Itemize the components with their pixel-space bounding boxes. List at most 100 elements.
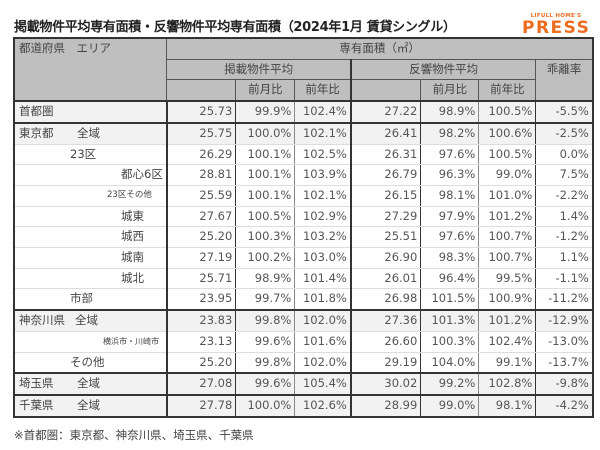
divergence-cell: 0.0% [535,144,594,166]
table-row: 千葉県 全域 27.78 100.0% 102.6% 28.99 99.0% 98.1% -4.… [13,393,594,418]
response-yoy-cell: 102.8% [478,372,537,396]
table-row: 城北 25.71 98.9% 101.4% 26.01 96.4% 99.5% -1.1% [13,268,594,290]
header-floor-area: 専有面積（㎡） [166,36,594,60]
area-cell: 千葉県 全域 [13,393,168,418]
area-cell: 城北 [13,268,168,290]
divergence-cell: 1.1% [535,247,594,269]
listed-value-cell: 25.75 [166,121,237,145]
divergence-cell: -1.1% [535,268,594,290]
listed-yoy-cell: 105.4% [294,372,352,396]
response-value-cell: 26.60 [350,331,422,353]
table-row: 東京都 全域 25.75 100.0% 102.1% 26.41 98.2% 100.6% -2… [13,121,594,145]
response-yoy-cell: 100.7% [478,247,537,269]
listed-value-cell: 23.13 [166,331,237,353]
header-listed-average: 掲載物件平均 [166,58,352,81]
listed-yoy-cell: 102.5% [294,144,352,166]
response-value-cell: 26.79 [350,164,422,186]
listed-value-cell: 26.29 [166,144,237,166]
area-cell: 都心6区 [13,164,168,186]
header-response-yoy: 前年比 [478,79,537,102]
divergence-cell: -1.2% [535,226,594,249]
response-mom-cell: 101.3% [420,309,480,332]
response-value-cell: 28.99 [350,393,422,418]
logo-big-text: PRESS [522,18,591,38]
divergence-cell: -13.7% [535,352,594,374]
listed-value-cell: 27.08 [166,372,237,396]
listed-mom-cell: 100.5% [235,206,296,228]
area-cell: 埼玉県 全域 [13,372,168,396]
area-cell: 城西 [13,226,168,249]
response-mom-cell: 99.0% [420,393,480,418]
header-area: 都道府県 エリア [13,36,168,102]
response-yoy-cell: 101.0% [478,185,537,207]
header-listed-mom: 前月比 [235,79,296,102]
listed-value-cell: 25.20 [166,352,237,374]
listed-yoy-cell: 102.4% [294,100,352,124]
response-mom-cell: 98.9% [420,100,480,124]
response-value-cell: 26.90 [350,247,422,269]
response-yoy-cell: 101.2% [478,206,537,228]
divergence-cell: -2.5% [535,121,594,145]
area-label: 全域 [77,397,100,412]
header-divergence: 乖離率 [535,58,594,102]
area-cell: 神奈川県 全域 [13,309,168,332]
table-row: 首都圏 25.73 99.9% 102.4% 27.22 98.9% 100.5% -5.5% [13,100,594,124]
response-mom-cell: 98.3% [420,247,480,269]
listed-mom-cell: 100.1% [235,164,296,186]
response-yoy-cell: 100.5% [478,144,537,166]
area-cell: 23区その他 [13,185,168,207]
logo-small-text: LIFULL HOME'S [530,13,582,19]
divergence-cell: -11.2% [535,288,594,311]
response-yoy-cell: 100.6% [478,121,537,145]
prefecture-label: 東京都 [19,125,54,140]
page-title: 掲載物件平均専有面積・反響物件平均専有面積（2024年1月 賃貸シングル） [14,20,456,35]
header-response-value-blank [350,79,422,102]
response-value-cell: 27.36 [350,309,422,332]
response-mom-cell: 97.6% [420,144,480,166]
listed-yoy-cell: 102.6% [294,393,352,418]
listed-value-cell: 25.71 [166,268,237,290]
area-cell: 首都圏 [13,100,168,124]
listed-mom-cell: 99.8% [235,352,296,374]
area-cell: 城東 [13,206,168,228]
listed-value-cell: 28.81 [166,164,237,186]
table-row: 都心6区 28.81 100.1% 103.9% 26.79 96.3% 99.0% 7.5% [13,164,594,186]
listed-yoy-cell: 103.0% [294,247,352,269]
header-response-average: 反響物件平均 [350,58,537,81]
response-value-cell: 26.31 [350,144,422,166]
listed-mom-cell: 98.9% [235,268,296,290]
footnote: ※首都圏：東京都、神奈川県、埼玉県、千葉県 [14,428,254,442]
divergence-cell: -5.5% [535,100,594,124]
response-mom-cell: 97.9% [420,206,480,228]
table-row: 城東 27.67 100.5% 102.9% 27.29 97.9% 101.2% 1.4% [13,206,594,228]
header-listed-yoy: 前年比 [294,79,352,102]
listed-yoy-cell: 103.2% [294,226,352,249]
response-mom-cell: 98.2% [420,121,480,145]
table-row: 城西 25.20 100.3% 103.2% 25.51 97.6% 100.7% -1.2% [13,226,594,249]
lifull-homes-press-logo: LIFULL HOME'S PRESS [522,13,590,37]
listed-mom-cell: 99.6% [235,372,296,396]
listed-yoy-cell: 102.1% [294,185,352,207]
listed-mom-cell: 99.6% [235,331,296,353]
response-value-cell: 26.15 [350,185,422,207]
header-listed-value-blank [166,79,237,102]
area-cell: 市部 [13,288,168,311]
response-mom-cell: 99.2% [420,372,480,396]
response-value-cell: 26.98 [350,288,422,311]
area-label: 全域 [75,313,98,328]
divergence-cell: -13.0% [535,331,594,353]
listed-mom-cell: 99.9% [235,100,296,124]
response-mom-cell: 97.6% [420,226,480,249]
response-value-cell: 29.19 [350,352,422,374]
response-value-cell: 25.51 [350,226,422,249]
table-row: 横浜市・川崎市 23.13 99.6% 101.6% 26.60 100.3% 102.4%… [13,331,594,353]
response-yoy-cell: 100.7% [478,226,537,249]
area-cell: 東京都 全域 [13,121,168,145]
listed-yoy-cell: 101.6% [294,331,352,353]
response-yoy-cell: 102.4% [478,331,537,353]
response-yoy-cell: 99.1% [478,352,537,374]
table-row: 23区 26.29 100.1% 102.5% 26.31 97.6% 100.5% 0.0% [13,144,594,166]
area-cell: 23区 [13,144,168,166]
area-cell: 城南 [13,247,168,269]
listed-yoy-cell: 102.1% [294,121,352,145]
